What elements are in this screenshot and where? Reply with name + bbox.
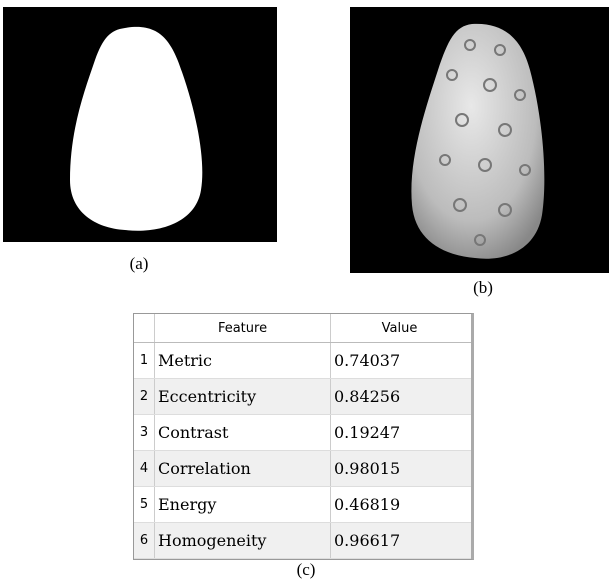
feature-name: Correlation xyxy=(155,451,331,486)
row-index: 6 xyxy=(134,523,155,558)
feature-name: Energy xyxy=(155,487,331,522)
table-header: Feature Value xyxy=(134,314,471,343)
corner-cell xyxy=(134,314,155,342)
feature-name: Contrast xyxy=(155,415,331,450)
feature-value: 0.74037 xyxy=(331,343,468,378)
caption: (a) xyxy=(130,254,149,274)
row-index: 1 xyxy=(134,343,155,378)
row-index: 5 xyxy=(134,487,155,522)
column-header: Value xyxy=(331,314,468,342)
row-index: 4 xyxy=(134,451,155,486)
feature-value: 0.19247 xyxy=(331,415,468,450)
feature-name: Metric xyxy=(155,343,331,378)
row-index: 3 xyxy=(134,415,155,450)
caption: (b) xyxy=(473,278,493,298)
caption: (c) xyxy=(297,560,316,580)
feature-value: 0.96617 xyxy=(331,523,468,558)
feature-value: 0.98015 xyxy=(331,451,468,486)
feature-value: 0.46819 xyxy=(331,487,468,522)
figure: (a) (b) Feature Value 1Metric0.740372Ecc… xyxy=(0,0,611,582)
column-header: Feature xyxy=(155,314,331,342)
feature-name: Homogeneity xyxy=(155,523,331,558)
row-index: 2 xyxy=(134,379,155,414)
feature-name: Eccentricity xyxy=(155,379,331,414)
feature-value: 0.84256 xyxy=(331,379,468,414)
images xyxy=(0,0,611,300)
